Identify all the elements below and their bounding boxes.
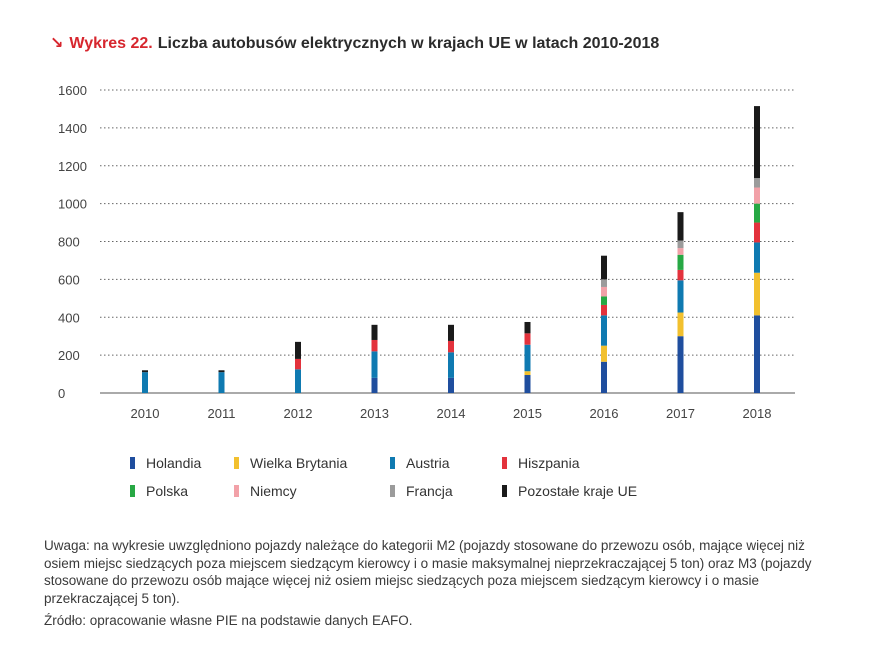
legend-item: Holandia — [130, 455, 234, 471]
legend-item: Niemcy — [234, 483, 390, 499]
x-tick-label: 2013 — [360, 406, 389, 421]
legend-swatch — [234, 485, 239, 497]
bar-segment — [601, 279, 607, 287]
x-tick-label: 2012 — [284, 406, 313, 421]
legend-swatch — [130, 457, 135, 469]
bar-segment — [677, 240, 684, 249]
bar-segment — [677, 212, 684, 241]
chart-number: Wykres 22. — [69, 35, 153, 52]
bar-segment — [677, 269, 684, 281]
chart-legend: Holandia Wielka Brytania Austria Hiszpania P… — [130, 455, 690, 499]
y-tick-label: 200 — [58, 348, 80, 363]
bar-segment — [142, 372, 148, 393]
bar-segment — [601, 361, 607, 393]
bar-segment — [677, 248, 684, 255]
bar-segment — [295, 358, 301, 370]
bar-segment — [295, 341, 301, 359]
legend-label: Pozostałe kraje UE — [518, 483, 638, 499]
legend-label: Wielka Brytania — [250, 455, 348, 471]
legend-label: Francja — [406, 483, 453, 499]
bar-segment — [601, 304, 607, 316]
chart-title-text: Liczba autobusów elektrycznych w krajach… — [157, 35, 660, 52]
bar-segment — [601, 345, 607, 362]
legend-swatch — [234, 457, 239, 469]
x-tick-label: 2015 — [513, 406, 542, 421]
bar-segment — [371, 377, 378, 393]
chart-note: Uwaga: na wykresie uwzględniono pojazdy … — [44, 538, 812, 606]
legend-item: Hiszpania — [502, 455, 672, 471]
bar-segment — [754, 178, 760, 188]
bar-segment — [371, 324, 378, 340]
bar-segment — [524, 333, 531, 345]
legend-swatch — [390, 457, 395, 469]
bar-segment — [524, 321, 531, 334]
x-tick-label: 2011 — [208, 406, 236, 421]
y-tick-label: 1200 — [58, 159, 87, 174]
arrow-down-right-icon: ↘ — [50, 35, 64, 52]
bar-segment — [524, 375, 531, 393]
bar-segment — [677, 312, 684, 337]
bar-segment — [448, 340, 454, 353]
bar-segment — [448, 324, 454, 341]
bar-segment — [601, 286, 607, 297]
legend-item: Wielka Brytania — [234, 455, 390, 471]
bar-segment — [218, 372, 225, 393]
legend-label: Hiszpania — [518, 455, 580, 471]
x-tick-label: 2010 — [131, 406, 160, 421]
y-tick-label: 800 — [58, 235, 80, 250]
bar-segment — [754, 315, 760, 393]
y-tick-label: 1000 — [58, 197, 87, 212]
legend-label: Holandia — [146, 455, 202, 471]
bar-segment — [754, 203, 760, 223]
legend-label: Polska — [146, 483, 189, 499]
chart-title: ↘ Wykres 22. Liczba autobusów elektrycznyc… — [50, 33, 659, 53]
y-tick-label: 400 — [58, 310, 80, 325]
x-tick-label: 2016 — [590, 406, 619, 421]
legend-item: Francja — [390, 483, 502, 499]
legend-swatch — [390, 485, 395, 497]
bar-segment — [754, 242, 760, 273]
bar-segment — [448, 352, 454, 378]
legend-item: Polska — [130, 483, 234, 499]
x-tick-label: 2017 — [666, 406, 695, 421]
bar-segment — [295, 369, 301, 393]
bar-segment — [142, 370, 148, 373]
y-tick-label: 1600 — [58, 83, 87, 98]
bar-segment — [601, 255, 607, 280]
bar-segment — [371, 351, 378, 378]
bar-segment — [371, 339, 378, 352]
bar-segment — [754, 106, 760, 179]
legend-swatch — [502, 485, 507, 497]
bar-segment — [677, 254, 684, 270]
bar-segment — [601, 296, 607, 305]
bar-segment — [754, 272, 760, 316]
y-tick-label: 0 — [58, 386, 65, 401]
y-tick-label: 600 — [58, 272, 80, 287]
legend-swatch — [502, 457, 507, 469]
bar-chart: 0 200 400 600 800 1000 1200 1400 1600 2010 2011 201… — [58, 83, 795, 421]
legend-swatch — [130, 485, 135, 497]
bar-segment — [601, 315, 607, 346]
chart-source: Źródło: opracowanie własne PIE na podsta… — [44, 613, 413, 628]
bar-segment — [754, 222, 760, 243]
bar-segment — [754, 187, 760, 204]
bar-segment — [677, 336, 684, 393]
legend-label: Austria — [406, 455, 450, 471]
bar-segment — [448, 377, 454, 393]
bar-segment — [524, 371, 531, 376]
x-tick-label: 2018 — [743, 406, 772, 421]
bar-segment — [677, 280, 684, 313]
legend-label: Niemcy — [250, 483, 297, 499]
y-tick-label: 1400 — [58, 121, 87, 136]
x-tick-label: 2014 — [437, 406, 466, 421]
legend-item: Pozostałe kraje UE — [502, 483, 672, 499]
bar-segment — [524, 344, 531, 372]
bar-segment — [218, 370, 225, 373]
legend-item: Austria — [390, 455, 502, 471]
